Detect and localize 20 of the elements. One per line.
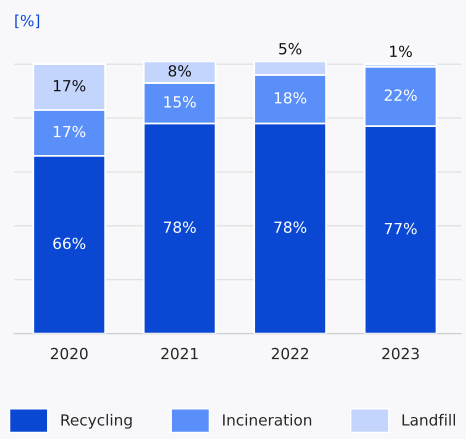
data-label: 17%	[54, 126, 86, 138]
x-tick-label: 2022	[272, 348, 308, 360]
data-label: 5%	[279, 42, 302, 54]
legend-label: Recycling	[61, 414, 132, 429]
x-tick-label: 2020	[50, 348, 88, 360]
data-label: 18%	[274, 92, 306, 104]
data-label: 17%	[54, 80, 86, 92]
data-label: 77%	[384, 222, 417, 234]
data-label: 78%	[274, 221, 306, 233]
data-label: 8%	[168, 65, 191, 77]
data-label: 1%	[390, 46, 412, 58]
legend-label: Landfill	[402, 414, 456, 426]
data-label: 15%	[164, 96, 196, 108]
data-label: 78%	[164, 221, 196, 233]
x-tick-label: 2021	[161, 348, 198, 360]
data-label: 66%	[53, 238, 86, 250]
x-tick-label: 2023	[382, 348, 419, 360]
data-label: 22%	[384, 89, 417, 101]
y-axis-title: [%]	[15, 14, 40, 28]
legend-label: Incineration	[223, 414, 312, 426]
